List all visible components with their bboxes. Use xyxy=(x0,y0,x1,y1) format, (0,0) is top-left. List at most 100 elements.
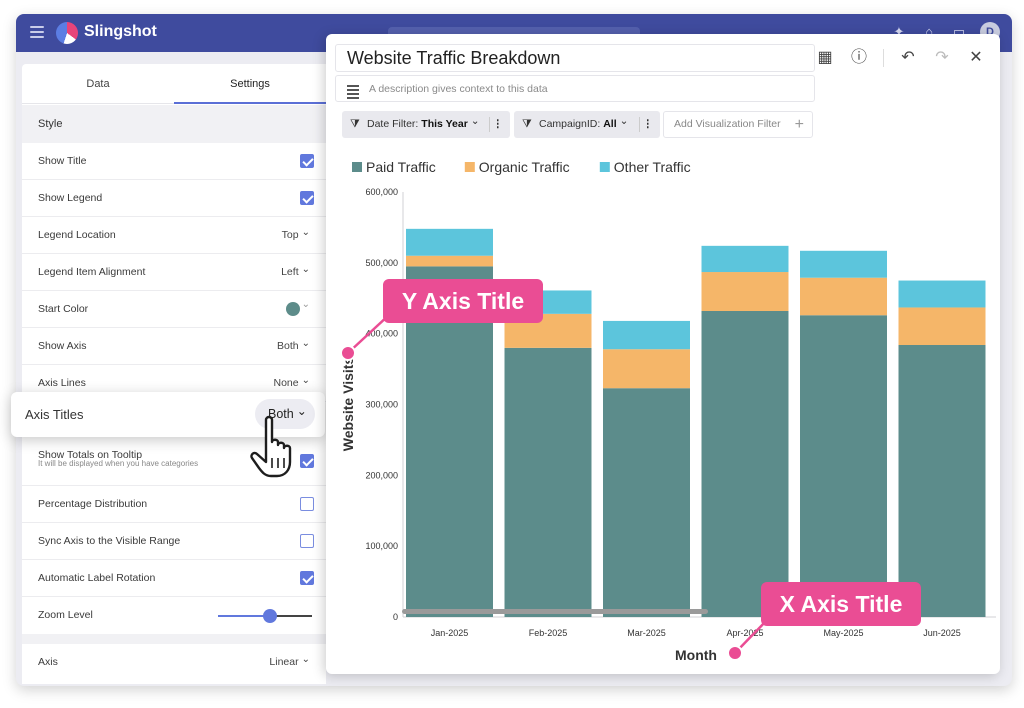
percentage-distribution-checkbox[interactable] xyxy=(300,497,314,511)
close-icon[interactable]: ✕ xyxy=(969,49,983,66)
zoom-slider-thumb[interactable] xyxy=(262,609,277,623)
campaign-filter[interactable]: ⧩ CampaignID: All ⌄ ⋮ xyxy=(514,111,660,138)
row-zoom-level[interactable]: Zoom Level xyxy=(22,597,326,634)
section-divider xyxy=(22,634,326,644)
editor-toolbar: ▦ ⓘ ↶ ↷ ✕ xyxy=(815,48,986,68)
date-filter[interactable]: ⧩ Date Filter: This Year ⌄ ⋮ xyxy=(342,111,510,138)
show-title-checkbox[interactable] xyxy=(300,154,314,168)
legend-label: Organic Traffic xyxy=(479,159,570,175)
tab-settings[interactable]: Settings xyxy=(174,64,326,104)
start-color-swatch[interactable] xyxy=(286,302,300,316)
row-show-totals[interactable]: Show Totals on Tooltip It will be displa… xyxy=(22,439,326,486)
legend-location-select[interactable]: Top xyxy=(282,229,310,241)
bar-segment xyxy=(898,280,986,308)
row-percentage-distribution[interactable]: Percentage Distribution xyxy=(22,486,326,523)
row-show-legend[interactable]: Show Legend xyxy=(22,180,326,217)
row-sync-axis[interactable]: Sync Axis to the Visible Range xyxy=(22,523,326,560)
stacked-bar-chart: Paid Traffic Organic Traffic Other Traffic… xyxy=(340,159,996,663)
y-axis-title: Website Visits xyxy=(340,357,356,452)
zoom-level-label: Zoom Level xyxy=(38,609,93,621)
bar-segment xyxy=(406,228,493,256)
y-tick-label: 0 xyxy=(393,612,398,622)
more-options-icon[interactable]: ⋮ xyxy=(642,118,654,130)
sync-axis-checkbox[interactable] xyxy=(300,534,314,548)
legend-item-alignment-select[interactable]: Left xyxy=(281,266,310,278)
y-axis-callout-connector xyxy=(340,313,391,361)
show-legend-checkbox[interactable] xyxy=(300,191,314,205)
show-totals-checkbox[interactable] xyxy=(300,454,314,468)
y-tick-label: 600,000 xyxy=(365,187,398,197)
bar-segment xyxy=(701,311,789,617)
row-legend-item-alignment[interactable]: Legend Item Alignment Left xyxy=(22,254,326,291)
settings-tabs: Data Settings xyxy=(22,64,326,104)
help-icon[interactable]: ⓘ xyxy=(850,49,867,66)
app-name: Slingshot xyxy=(84,23,157,40)
bar-segment xyxy=(406,266,493,617)
axis-lines-select[interactable]: None xyxy=(274,377,311,389)
x-axis-title: Month xyxy=(675,647,717,663)
pointer-hand-icon xyxy=(250,415,292,478)
axis-lines-label: Axis Lines xyxy=(38,377,86,389)
row-legend-location[interactable]: Legend Location Top xyxy=(22,217,326,254)
filter-icon: ⧩ xyxy=(522,118,532,130)
x-tick-label: Feb-2025 xyxy=(529,628,568,638)
x-tick-label: Jan-2025 xyxy=(431,628,469,638)
filter-divider xyxy=(489,117,490,132)
table-icon[interactable]: ▦ xyxy=(817,49,833,66)
x-axis-title-callout: X Axis Title xyxy=(761,582,921,626)
axis-scale-select[interactable]: Linear xyxy=(269,656,310,668)
visualization-editor: Website Traffic Breakdown A description … xyxy=(326,34,1000,674)
percentage-distribution-label: Percentage Distribution xyxy=(38,498,148,510)
y-tick-label: 500,000 xyxy=(365,258,398,268)
add-visualization-filter-button[interactable]: Add Visualization Filter + xyxy=(663,111,813,138)
axis-titles-label: Axis Titles xyxy=(25,407,84,422)
row-auto-label-rotation[interactable]: Automatic Label Rotation xyxy=(22,560,326,597)
auto-label-rotation-label: Automatic Label Rotation xyxy=(38,572,156,584)
menu-icon[interactable] xyxy=(30,26,44,38)
legend-swatch xyxy=(464,162,475,172)
chart-title-input[interactable]: Website Traffic Breakdown xyxy=(335,44,815,72)
bar-segment xyxy=(898,345,986,617)
bar-segment xyxy=(800,315,887,617)
campaign-filter-label: CampaignID: xyxy=(539,118,601,130)
legend-swatch xyxy=(352,162,362,172)
tab-data[interactable]: Data xyxy=(86,78,110,90)
chevron-down-icon[interactable]: ⌄ xyxy=(301,299,310,310)
legend-label: Paid Traffic xyxy=(366,159,436,175)
bar-segment xyxy=(504,347,592,617)
toolbar-divider xyxy=(883,49,884,67)
row-start-color[interactable]: Start Color ⌄ xyxy=(22,291,326,328)
row-show-axis[interactable]: Show Axis Both xyxy=(22,328,326,365)
description-icon xyxy=(347,85,359,101)
x-tick-label: Jun-2025 xyxy=(923,628,961,638)
bar-segment xyxy=(701,245,789,273)
y-tick-label: 200,000 xyxy=(365,470,398,480)
legend-item-alignment-label: Legend Item Alignment xyxy=(38,266,146,278)
show-legend-label: Show Legend xyxy=(38,192,103,204)
x-tick-label: May-2025 xyxy=(823,628,863,638)
row-show-title[interactable]: Show Title xyxy=(22,143,326,180)
bell-icon[interactable]: ⌂ xyxy=(925,24,933,39)
description-input[interactable]: A description gives context to this data xyxy=(335,75,815,102)
sparkle-icon[interactable]: ✦ xyxy=(893,24,905,39)
undo-icon[interactable]: ↶ xyxy=(901,49,915,66)
auto-label-rotation-checkbox[interactable] xyxy=(300,571,314,585)
redo-icon[interactable]: ↷ xyxy=(935,49,949,66)
plus-icon: + xyxy=(794,116,804,133)
zoom-slider[interactable] xyxy=(218,609,312,623)
show-totals-label: Show Totals on Tooltip xyxy=(38,449,143,461)
y-tick-label: 400,000 xyxy=(365,329,398,339)
campaign-filter-value: All xyxy=(603,118,617,130)
show-axis-select[interactable]: Both xyxy=(277,340,310,352)
show-axis-label: Show Axis xyxy=(38,340,87,352)
more-options-icon[interactable]: ⋮ xyxy=(492,118,504,130)
row-axis[interactable]: Axis Linear xyxy=(22,644,326,681)
chart-scrollbar xyxy=(402,609,708,614)
sync-axis-label: Sync Axis to the Visible Range xyxy=(38,535,181,547)
bar-segment xyxy=(898,307,986,345)
bar-segment xyxy=(800,277,887,316)
filter-icon: ⧩ xyxy=(350,118,360,130)
bar-segment xyxy=(800,250,887,278)
legend-swatch xyxy=(599,162,610,172)
add-filter-label: Add Visualization Filter xyxy=(674,118,781,130)
